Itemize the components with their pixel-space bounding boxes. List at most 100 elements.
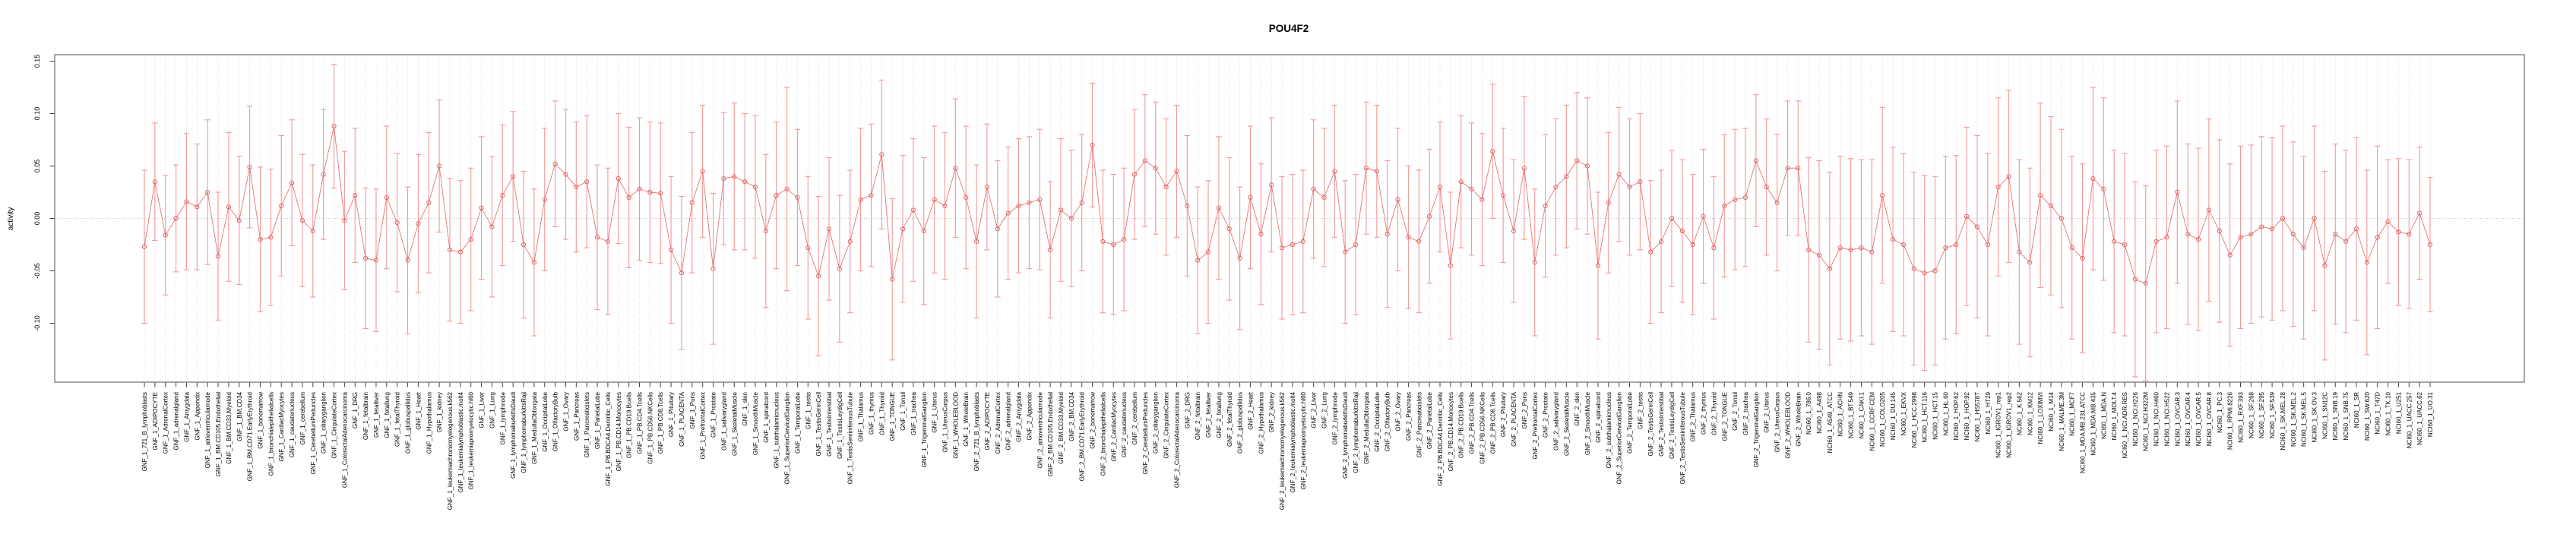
data-point xyxy=(2364,260,2369,265)
data-point xyxy=(1216,205,1222,210)
x-tick-label: NCI60_1_NCI.ADR.RES xyxy=(2122,392,2128,459)
x-tick-label: GNF_1_BM.CD34 xyxy=(236,391,243,441)
x-tick-label: GNF_1_ADIPOCYTE xyxy=(152,392,159,450)
x-tick-label: GNF_1_adrenalgland xyxy=(173,392,180,451)
data-point xyxy=(1711,245,1717,251)
y-tick-label: 0.05 xyxy=(33,160,41,173)
data-point xyxy=(195,204,200,210)
x-tick-label: GNF_2_TestisInterstitial xyxy=(1658,392,1665,457)
data-point xyxy=(574,185,579,190)
x-tick-label: NCI60_1_NCI.H322M xyxy=(2143,392,2150,451)
data-point xyxy=(890,277,895,282)
x-tick-label: NCI60_1_PC.3 xyxy=(2217,391,2223,432)
data-point xyxy=(921,228,926,234)
data-point xyxy=(1174,169,1179,174)
data-point xyxy=(858,197,863,202)
x-tick-label: NCI60_1_HL.60 xyxy=(1942,391,1949,435)
x-tick-label: GNF_2_Liver xyxy=(1311,392,1318,428)
x-tick-label: GNF_1_Tonsil xyxy=(900,392,907,431)
x-tick-label: GNF_1_fetalliver xyxy=(373,392,380,438)
data-point xyxy=(1848,247,1853,252)
x-tick-label: GNF_2_TONGUE xyxy=(1721,392,1728,441)
x-tick-label: GNF_1_lymphnode xyxy=(499,391,506,444)
x-tick-label: NCI60_1_OVCAR.3 xyxy=(2174,391,2181,446)
data-point xyxy=(2343,239,2349,244)
data-point xyxy=(1543,203,1548,209)
x-tick-label: GNF_1_kidney xyxy=(436,392,443,432)
data-point xyxy=(173,216,179,221)
x-tick-label: GNF_1_leukemiachronicmyelogenous.k562 xyxy=(447,391,454,510)
x-tick-label: NCI60_1_OVCAR.5 xyxy=(2195,391,2202,446)
x-tick-label: GNF_1_Amygdala xyxy=(183,391,190,441)
data-point xyxy=(1964,213,1970,219)
data-point xyxy=(226,204,231,210)
x-tick-label: GNF_2_fetalliver xyxy=(1205,392,1212,438)
x-tick-label: GNF_2_AdrenalCortex xyxy=(995,392,1002,454)
data-point xyxy=(500,193,505,198)
data-point xyxy=(447,247,453,252)
data-point xyxy=(1258,232,1264,237)
y-axis-label: activity xyxy=(7,207,15,231)
x-tick-label: GNF_1_ColorectalAdenocarcinoma xyxy=(341,391,348,488)
x-tick-label: GNF_1_lymphomaburkittsDaudi xyxy=(510,392,517,479)
x-tick-label: GNF_1_ciliaryganglion xyxy=(321,392,328,454)
data-point xyxy=(1458,179,1464,185)
x-tick-label: NCI60_1_IGROV1_rep1 xyxy=(1995,391,2002,457)
x-tick-label: GNF_2_Pituitary xyxy=(1500,392,1507,437)
data-point xyxy=(2427,242,2433,248)
data-point xyxy=(1733,197,1738,202)
data-point xyxy=(1922,270,1927,276)
data-point xyxy=(426,200,432,205)
x-tick-label: GNF_2_Appendix xyxy=(1026,392,1033,441)
x-tick-label: GNF_1_leukemiapromyelocytic.hl60 xyxy=(468,391,475,489)
x-tick-label: GNF_1_SmoothMuscle xyxy=(752,391,759,455)
data-point xyxy=(331,123,337,129)
data-point xyxy=(1722,203,1727,209)
x-tick-label: NCI60_1_786.0 xyxy=(1805,391,1812,435)
data-point xyxy=(1900,242,1907,248)
x-tick-label: GNF_1_lymphomaburkittsRaji xyxy=(521,392,527,473)
data-point xyxy=(816,274,821,279)
data-point xyxy=(2417,210,2423,216)
x-tick-label: GNF_1_WholeBrain xyxy=(963,392,970,447)
data-point xyxy=(2280,216,2286,221)
data-point xyxy=(1890,237,1896,242)
data-point xyxy=(310,228,315,234)
x-tick-label: GNF_2_salivarygland xyxy=(1552,392,1559,451)
x-tick-label: GNF_1_OccipitalLobe xyxy=(542,391,549,451)
x-tick-label: GNF_2_TestisLeydigCell xyxy=(1669,392,1676,459)
plot-box-border xyxy=(54,54,2525,383)
x-tick-label: NCI60_1_BT.549 xyxy=(1848,391,1855,438)
x-tick-label: NCI60_1_KM12 xyxy=(2027,391,2033,435)
data-point xyxy=(2238,235,2243,240)
x-tick-label: NCI60_1_A498 xyxy=(1816,391,1823,433)
x-tick-label: GNF_2_TestisSeminiferousTubule xyxy=(1679,391,1686,484)
x-tick-label: GNF_2_PB.BDCA4.Dentritic_Cells xyxy=(1437,392,1444,486)
data-point xyxy=(679,270,685,276)
x-tick-label: GNF_2_Heart xyxy=(1247,391,1254,430)
x-tick-label: NCI60_1_MDA.MB.231.ATCC xyxy=(2080,392,2087,473)
data-point xyxy=(489,224,495,229)
x-tick-label: GNF_2_atrioventricularnode xyxy=(1036,391,1043,468)
data-point xyxy=(521,242,527,248)
x-tick-label: GNF_1_CardiacMyocytes xyxy=(278,392,285,462)
x-tick-label: GNF_1_MedullaOblongata xyxy=(531,391,538,464)
data-point xyxy=(1785,166,1790,171)
data-point xyxy=(405,258,410,263)
x-tick-label: NCI60_1_TK.10 xyxy=(2385,391,2392,435)
x-tick-label: NCI60_1_T47D xyxy=(2375,392,2381,435)
data-point xyxy=(1553,185,1559,190)
x-tick-label: GNF_1_TemporalLobe xyxy=(794,391,801,453)
x-tick-label: GNF_1_Uterus xyxy=(932,392,938,433)
data-line xyxy=(144,125,2431,284)
x-tick-label: GNF_1_TestisLeydigCell xyxy=(837,392,843,459)
data-point xyxy=(2301,245,2306,251)
data-point xyxy=(910,207,916,213)
x-tick-label: GNF_2_PLACENTA xyxy=(1511,391,1517,447)
data-point xyxy=(2101,186,2106,191)
data-point xyxy=(1448,263,1453,268)
data-point xyxy=(647,189,653,195)
x-tick-label: NCI60_1_HOP.62 xyxy=(1953,391,1960,440)
data-point xyxy=(700,169,705,174)
data-point xyxy=(805,245,811,251)
